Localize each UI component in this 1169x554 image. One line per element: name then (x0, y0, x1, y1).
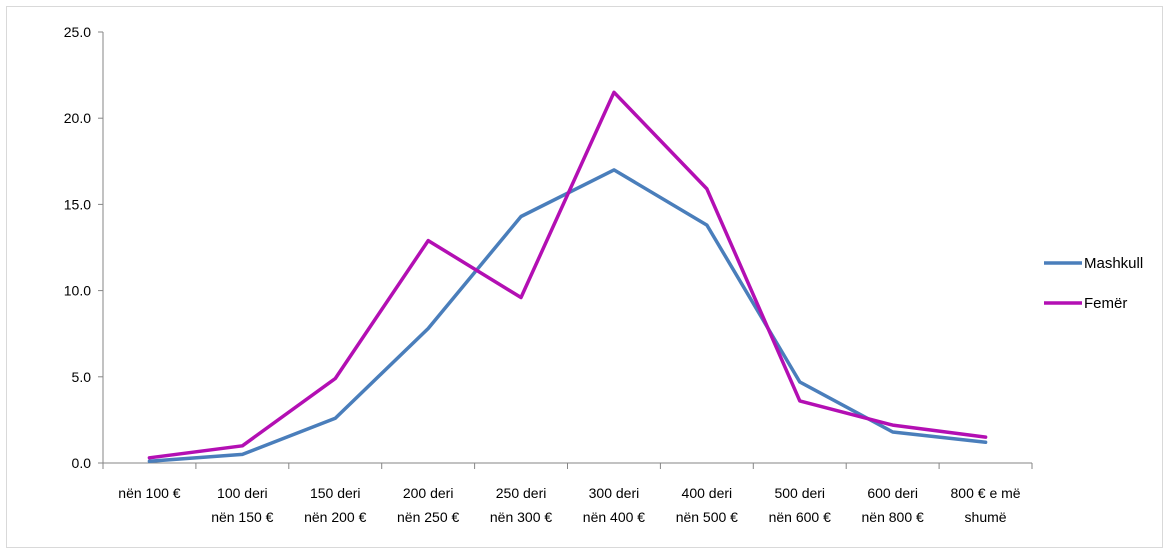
x-tick-label: 200 deri nën 250 € (397, 485, 459, 525)
x-tick-label: 400 deri nën 500 € (676, 485, 738, 525)
x-tick-label: 150 deri nën 200 € (304, 485, 366, 525)
legend: Mashkull Femër (1044, 255, 1143, 312)
y-tick-label: 5.0 (72, 369, 92, 385)
y-tick-label: 10.0 (64, 283, 91, 299)
y-tick-label: 20.0 (64, 110, 91, 126)
series-line-fem-r (147, 90, 988, 460)
legend-label-mashkull: Mashkull (1084, 255, 1143, 272)
series-lines (147, 90, 988, 464)
legend-label-fem-r: Femër (1084, 295, 1127, 312)
x-tick-label: 500 deri nën 600 € (769, 485, 831, 525)
x-tick-label: 250 deri nën 300 € (490, 485, 552, 525)
x-tick-label: nën 100 € (118, 485, 180, 501)
x-tick-label: 600 deri nën 800 € (862, 485, 924, 525)
y-tick-label: 25.0 (64, 24, 91, 40)
x-tick-label: 300 deri nën 400 € (583, 485, 645, 525)
chart-frame (6, 6, 1163, 548)
x-tick-label: 100 deri nën 150 € (211, 485, 273, 525)
x-tick-label: 800 € e më shumë (951, 485, 1021, 525)
axes: 0.0 5.0 10.0 15.0 20.0 25.0 nën 100 € 100 deri n… (64, 24, 1033, 525)
y-tick-label: 0.0 (72, 455, 92, 471)
y-tick-label: 15.0 (64, 196, 91, 212)
